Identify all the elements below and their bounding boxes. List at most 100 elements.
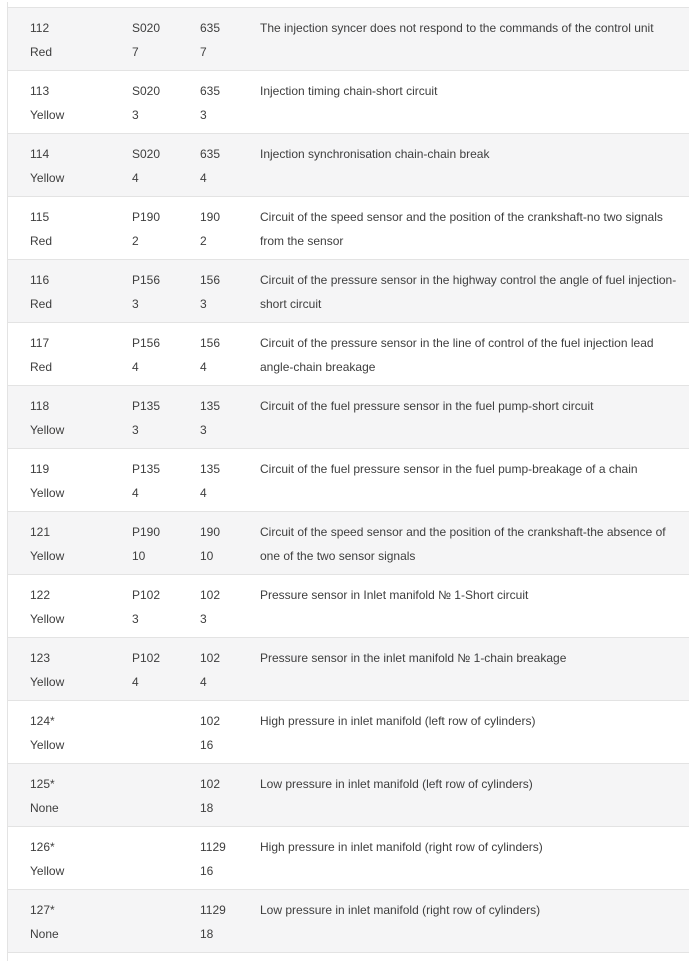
param-subcode-value: 4 [200, 171, 207, 185]
param-subcode-value: 16 [200, 738, 214, 752]
param-code-value: 156 [200, 273, 221, 287]
table-row: 112 Red S020 7 635 7 The injection syncer does… [8, 7, 689, 70]
param-code-value: 102 [200, 777, 221, 791]
cell-fault-code: 125* None [30, 772, 132, 820]
param-code-value: 635 [200, 147, 221, 161]
param-code-value: 102 [200, 651, 221, 665]
param-subcode-value: 18 [200, 927, 214, 941]
sensor-code-value: P135 [132, 399, 161, 413]
cell-param-code: 102 18 [200, 772, 260, 820]
sensor-subcode-value: 2 [132, 234, 139, 248]
fault-description: Circuit of the pressure sensor in the li… [260, 336, 654, 374]
sensor-code-value: P135 [132, 462, 161, 476]
param-subcode-value: 3 [200, 297, 207, 311]
fault-description: Circuit of the fuel pressure sensor in t… [260, 462, 638, 476]
cell-param-code: 190 2 [200, 205, 260, 253]
fault-code-table: 112 Red S020 7 635 7 The injection syncer does… [7, 2, 689, 961]
fault-code-value: 124* [30, 714, 55, 728]
cell-param-code: 635 4 [200, 142, 260, 190]
cell-sensor-code: P102 4 [132, 646, 200, 694]
sensor-subcode-value: 4 [132, 360, 139, 374]
cell-sensor-code: P190 10 [132, 520, 200, 568]
param-subcode-value: 7 [200, 45, 207, 59]
lamp-color-value: Yellow [30, 549, 65, 563]
cell-param-code: 635 7 [200, 16, 260, 64]
lamp-color-value: Yellow [30, 423, 65, 437]
sensor-subcode-value [132, 796, 200, 820]
param-subcode-value: 4 [200, 360, 207, 374]
param-code-value: 102 [200, 588, 221, 602]
cell-param-code: 156 3 [200, 268, 260, 316]
cell-param-code: 1129 16 [200, 835, 260, 883]
lamp-color-value: None [30, 927, 59, 941]
lamp-color-value: Yellow [30, 171, 65, 185]
cell-fault-code: 117 Red [30, 331, 132, 379]
cell-fault-code: 126* Yellow [30, 835, 132, 883]
cell-sensor-code: P102 3 [132, 583, 200, 631]
cell-sensor-code: S020 7 [132, 16, 200, 64]
param-subcode-value: 4 [200, 486, 207, 500]
fault-description: Circuit of the fuel pressure sensor in t… [260, 399, 594, 413]
sensor-code-value: P156 [132, 273, 161, 287]
fault-description: High pressure in inlet manifold (left ro… [260, 714, 536, 728]
fault-code-value: 117 [30, 336, 50, 350]
fault-code-value: 122 [30, 588, 51, 602]
fault-description: Pressure sensor in the inlet manifold № … [260, 651, 567, 665]
sensor-code-value: P102 [132, 588, 161, 602]
table-row: 121 Yellow P190 10 190 10 Circuit of the speed… [8, 511, 689, 574]
cell-sensor-code: S020 3 [132, 79, 200, 127]
table-row: 113 Yellow S020 3 635 3 Injection timing chain… [8, 70, 689, 133]
fault-code-value: 119 [30, 462, 50, 476]
param-subcode-value: 4 [200, 675, 207, 689]
sensor-code-value: P102 [132, 651, 161, 665]
fault-description: High pressure in inlet manifold (right r… [260, 840, 543, 854]
sensor-code-value [132, 772, 200, 796]
param-code-value: 135 [200, 399, 221, 413]
cell-param-code: 135 4 [200, 457, 260, 505]
fault-description: Circuit of the speed sensor and the posi… [260, 525, 666, 563]
fault-code-value: 116 [30, 273, 50, 287]
lamp-color-value: Yellow [30, 108, 65, 122]
fault-description: Circuit of the speed sensor and the posi… [260, 210, 663, 248]
sensor-code-value: S020 [132, 84, 161, 98]
fault-code-value: 118 [30, 399, 50, 413]
sensor-subcode-value [132, 859, 200, 883]
cell-param-code: 102 16 [200, 709, 260, 757]
sensor-code-value: P156 [132, 336, 161, 350]
param-code-value: 1129 [200, 840, 226, 854]
fault-description: The injection syncer does not respond to… [260, 21, 654, 35]
cell-sensor-code: P156 4 [132, 331, 200, 379]
param-code-value: 635 [200, 84, 221, 98]
sensor-code-value [132, 835, 200, 859]
fault-table-body: 112 Red S020 7 635 7 The injection syncer does… [8, 7, 689, 960]
sensor-subcode-value: 4 [132, 675, 139, 689]
cell-param-code: 102 3 [200, 583, 260, 631]
param-code-value: 190 [200, 210, 221, 224]
cell-sensor-code: P135 3 [132, 394, 200, 442]
sensor-code-value [132, 898, 200, 922]
param-code-value: 102 [200, 714, 221, 728]
cell-fault-code: 118 Yellow [30, 394, 132, 442]
sensor-subcode-value: 10 [132, 549, 146, 563]
cell-param-code: 635 3 [200, 79, 260, 127]
fault-code-value: 126* [30, 840, 55, 854]
fault-description: Injection timing chain-short circuit [260, 84, 438, 98]
param-code-value: 1129 [200, 903, 226, 917]
table-row: 114 Yellow S020 4 635 4 Injection synchronisat… [8, 133, 689, 196]
fault-code-value: 125* [30, 777, 55, 791]
sensor-subcode-value: 3 [132, 423, 139, 437]
param-subcode-value: 16 [200, 864, 214, 878]
lamp-color-value: Yellow [30, 675, 65, 689]
param-subcode-value: 2 [200, 234, 207, 248]
table-row: 127* None 1129 18 Low pressure in inlet mani… [8, 889, 689, 952]
sensor-code-value [132, 709, 200, 733]
fault-code-value: 121 [30, 525, 51, 539]
fault-description: Low pressure in inlet manifold (right ro… [260, 903, 541, 917]
sensor-subcode-value: 3 [132, 612, 139, 626]
cell-sensor-code [132, 772, 200, 820]
sensor-subcode-value: 3 [132, 297, 139, 311]
cell-sensor-code [132, 898, 200, 946]
cell-fault-code: 119 Yellow [30, 457, 132, 505]
lamp-color-value: Yellow [30, 738, 65, 752]
